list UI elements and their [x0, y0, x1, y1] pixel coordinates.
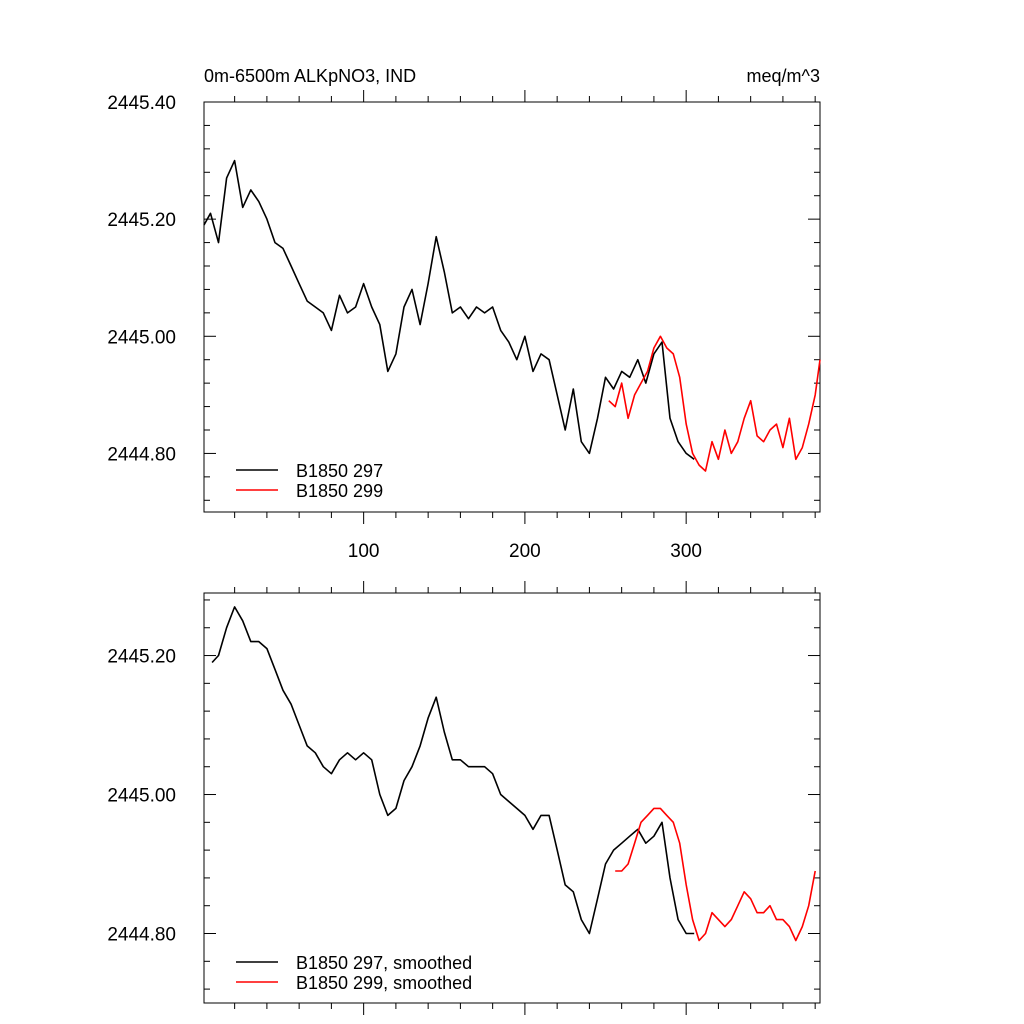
x-tick-label: 300	[670, 541, 702, 562]
legend-label: B1850 299	[296, 481, 383, 501]
y-tick-label: 2445.20	[107, 210, 176, 231]
series-line-1	[211, 606, 695, 935]
legend-label: B1850 297	[296, 461, 383, 481]
plot-frame	[203, 592, 821, 1004]
legend-label: B1850 297, smoothed	[296, 953, 472, 973]
y-tick-label: 2444.80	[107, 444, 176, 465]
y-tick-label: 2445.00	[107, 327, 176, 348]
panel-1-title: 0m-6500m ALKpNO3, IND	[204, 66, 416, 86]
series-line-1	[203, 159, 695, 460]
panel-2-plot: 2444.80 2445.00 2445.20 B1850 297, smoothed…	[107, 581, 821, 1015]
x-tick-label: 200	[509, 541, 541, 562]
panel-1-plot: 2444.80 2445.00 2445.20 2445.40 100 200 300 B18…	[107, 90, 821, 562]
legend-label: B1850 299, smoothed	[296, 973, 472, 993]
series-line-2	[615, 807, 816, 942]
panel-1-units: meq/m^3	[747, 66, 820, 86]
x-tick-label: 100	[348, 541, 380, 562]
y-tick-label: 2445.40	[107, 93, 176, 114]
series-line-2	[608, 335, 821, 472]
y-tick-label: 2445.20	[107, 647, 176, 668]
y-tick-label: 2444.80	[107, 925, 176, 946]
plot-frame	[203, 101, 821, 513]
y-tick-label: 2445.00	[107, 786, 176, 807]
